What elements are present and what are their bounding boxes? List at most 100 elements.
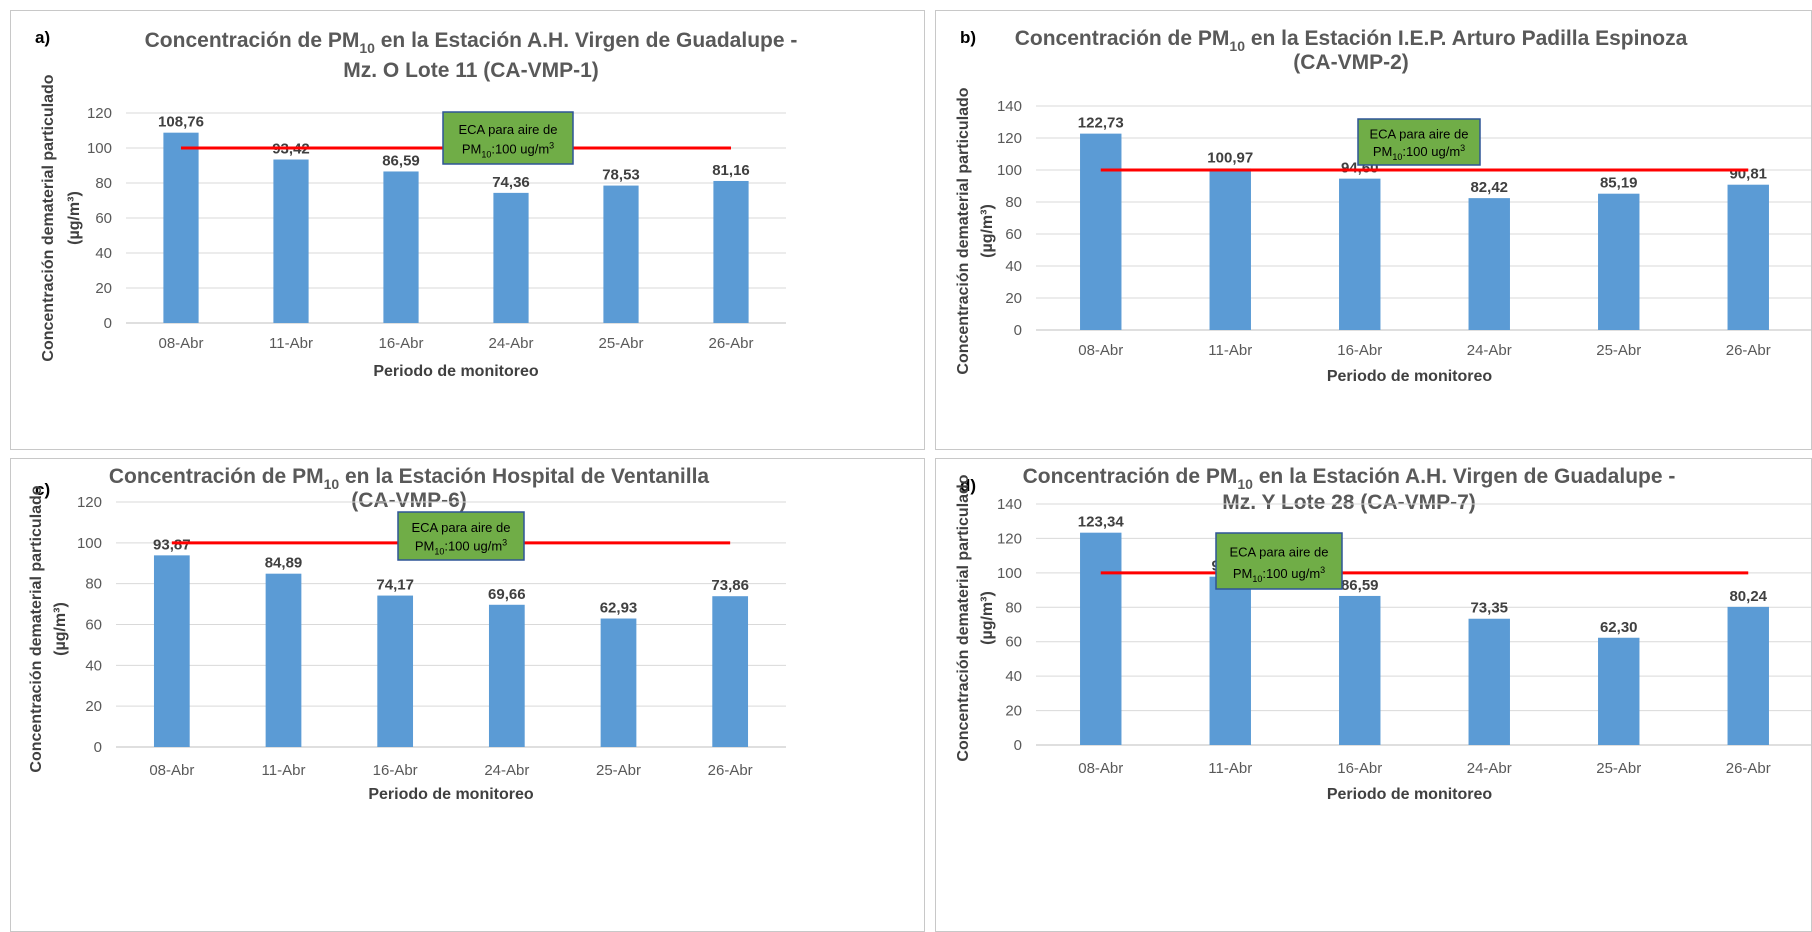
eca-label-box [442,111,574,165]
y-tick-label: 0 [1014,737,1022,754]
data-label: 74,17 [376,577,414,594]
x-axis-title: Periodo de monitoreo [373,363,539,380]
bar [600,618,637,747]
x-tick-label: 08-Abr [1078,760,1123,777]
y-tick-label: 80 [1005,599,1022,616]
data-label: 86,59 [382,152,420,169]
eca-label-line1: ECA para aire de [458,122,557,137]
data-label: 73,35 [1470,600,1508,617]
data-label: 84,89 [265,555,303,572]
bar [1598,637,1640,745]
x-axis-title: Periodo de monitoreo [1327,786,1493,803]
data-label: 73,86 [711,577,749,594]
bar [273,159,309,323]
eca-label-line1: ECA para aire de [1369,126,1468,141]
data-label: 78,53 [602,167,640,184]
x-tick-label: 25-Abr [598,335,643,352]
x-tick-label: 16-Abr [378,335,423,352]
y-tick-label: 40 [85,657,102,674]
x-tick-label: 08-Abr [149,762,194,779]
y-tick-label: 0 [104,315,112,332]
bar [1468,198,1510,330]
y-axis-title-line2: (µg/m³) [66,191,83,245]
data-label: 69,66 [488,586,526,603]
bar [713,180,749,323]
data-label: 100,97 [1207,149,1253,166]
y-axis-title-line1: Concentración dematerial particulado [955,87,972,374]
chart-svg: d) Concentración de PM10 en la Estación A… [955,465,1811,803]
data-label: 80,24 [1729,588,1767,605]
chart-title-line2: (CA-VMP-6) [351,489,467,512]
y-tick-label: 20 [85,698,102,715]
chart-title-line1: Concentración de PM10 en la Estación A.H… [1023,465,1676,492]
data-label: 62,30 [1600,619,1638,636]
y-tick-label: 80 [85,576,102,593]
y-tick-label: 120 [87,105,112,122]
y-tick-label: 20 [1005,703,1022,720]
data-label: 86,59 [1341,577,1379,594]
chart-svg: a) Concentración de PM10 en la Estación A… [35,28,797,380]
x-tick-label: 16-Abr [373,762,418,779]
y-tick-label: 140 [997,496,1022,513]
bar [383,171,419,323]
y-tick-label: 60 [95,210,112,227]
chart-svg: c) Concentración de PM10 en la Estación H… [28,465,786,803]
eca-label-line2: PM10:100 ug/m3 [1233,565,1325,584]
y-tick-label: 20 [1005,290,1022,307]
x-tick-label: 26-Abr [708,335,753,352]
bar [163,132,199,323]
eca-label-line2: PM10:100 ug/m3 [1373,143,1465,162]
chart-title-line1: Concentración de PM10 en la Estación Hos… [109,465,710,492]
bar [1727,606,1769,745]
y-axis-title-line1: Concentración dematerial particulado [40,74,57,361]
y-tick-label: 0 [94,739,102,756]
y-axis-title-line2: (µg/m³) [979,591,996,645]
data-label: 108,76 [158,114,204,131]
bar [1080,532,1122,745]
x-tick-label: 11-Abr [262,762,306,779]
data-label: 74,36 [492,174,530,191]
eca-label-box [1215,532,1343,590]
x-tick-label: 11-Abr [269,335,313,352]
y-tick-label: 120 [997,130,1022,147]
y-tick-label: 40 [1005,258,1022,275]
bar [1727,184,1769,330]
data-label: 85,19 [1600,175,1638,192]
data-label: 82,42 [1470,179,1508,196]
eca-label-box [397,511,525,561]
chart-title-line1: Concentración de PM10 en la Estación I.E… [1015,27,1688,54]
data-label: 81,16 [712,162,750,179]
x-tick-label: 25-Abr [596,762,641,779]
eca-label-line2: PM10:100 ug/m3 [415,537,507,556]
chart-svg: b) Concentración de PM10 en la Estación I… [955,27,1811,385]
x-tick-label: 08-Abr [158,335,203,352]
data-label: 90,81 [1729,166,1767,183]
data-label: 122,73 [1078,115,1124,132]
y-axis-title-line2: (µg/m³) [52,602,69,656]
y-tick-label: 80 [1005,194,1022,211]
y-tick-label: 40 [1005,668,1022,685]
bar [265,573,302,747]
data-label: 62,93 [600,600,638,617]
y-tick-label: 120 [997,530,1022,547]
bar [1598,193,1640,330]
bar [1339,595,1381,745]
x-tick-label: 24-Abr [484,762,529,779]
x-tick-label: 25-Abr [1596,760,1641,777]
x-tick-label: 26-Abr [1726,760,1771,777]
x-axis-title: Periodo de monitoreo [1327,368,1493,385]
eca-label-line1: ECA para aire de [411,520,510,535]
x-tick-label: 16-Abr [1337,342,1382,359]
bar [1209,576,1251,745]
y-axis-title-line2: (µg/m³) [979,204,996,258]
x-tick-label: 25-Abr [1596,342,1641,359]
y-tick-label: 40 [95,245,112,262]
y-tick-label: 100 [77,535,102,552]
eca-label-box [1357,118,1481,166]
chart-panel-a: a) Concentración de PM10 en la Estación A… [10,10,925,450]
y-tick-label: 60 [1005,634,1022,651]
bar [603,185,639,323]
x-tick-label: 26-Abr [708,762,753,779]
y-tick-label: 0 [1014,322,1022,339]
chart-panel-c: c) Concentración de PM10 en la Estación H… [10,458,925,932]
